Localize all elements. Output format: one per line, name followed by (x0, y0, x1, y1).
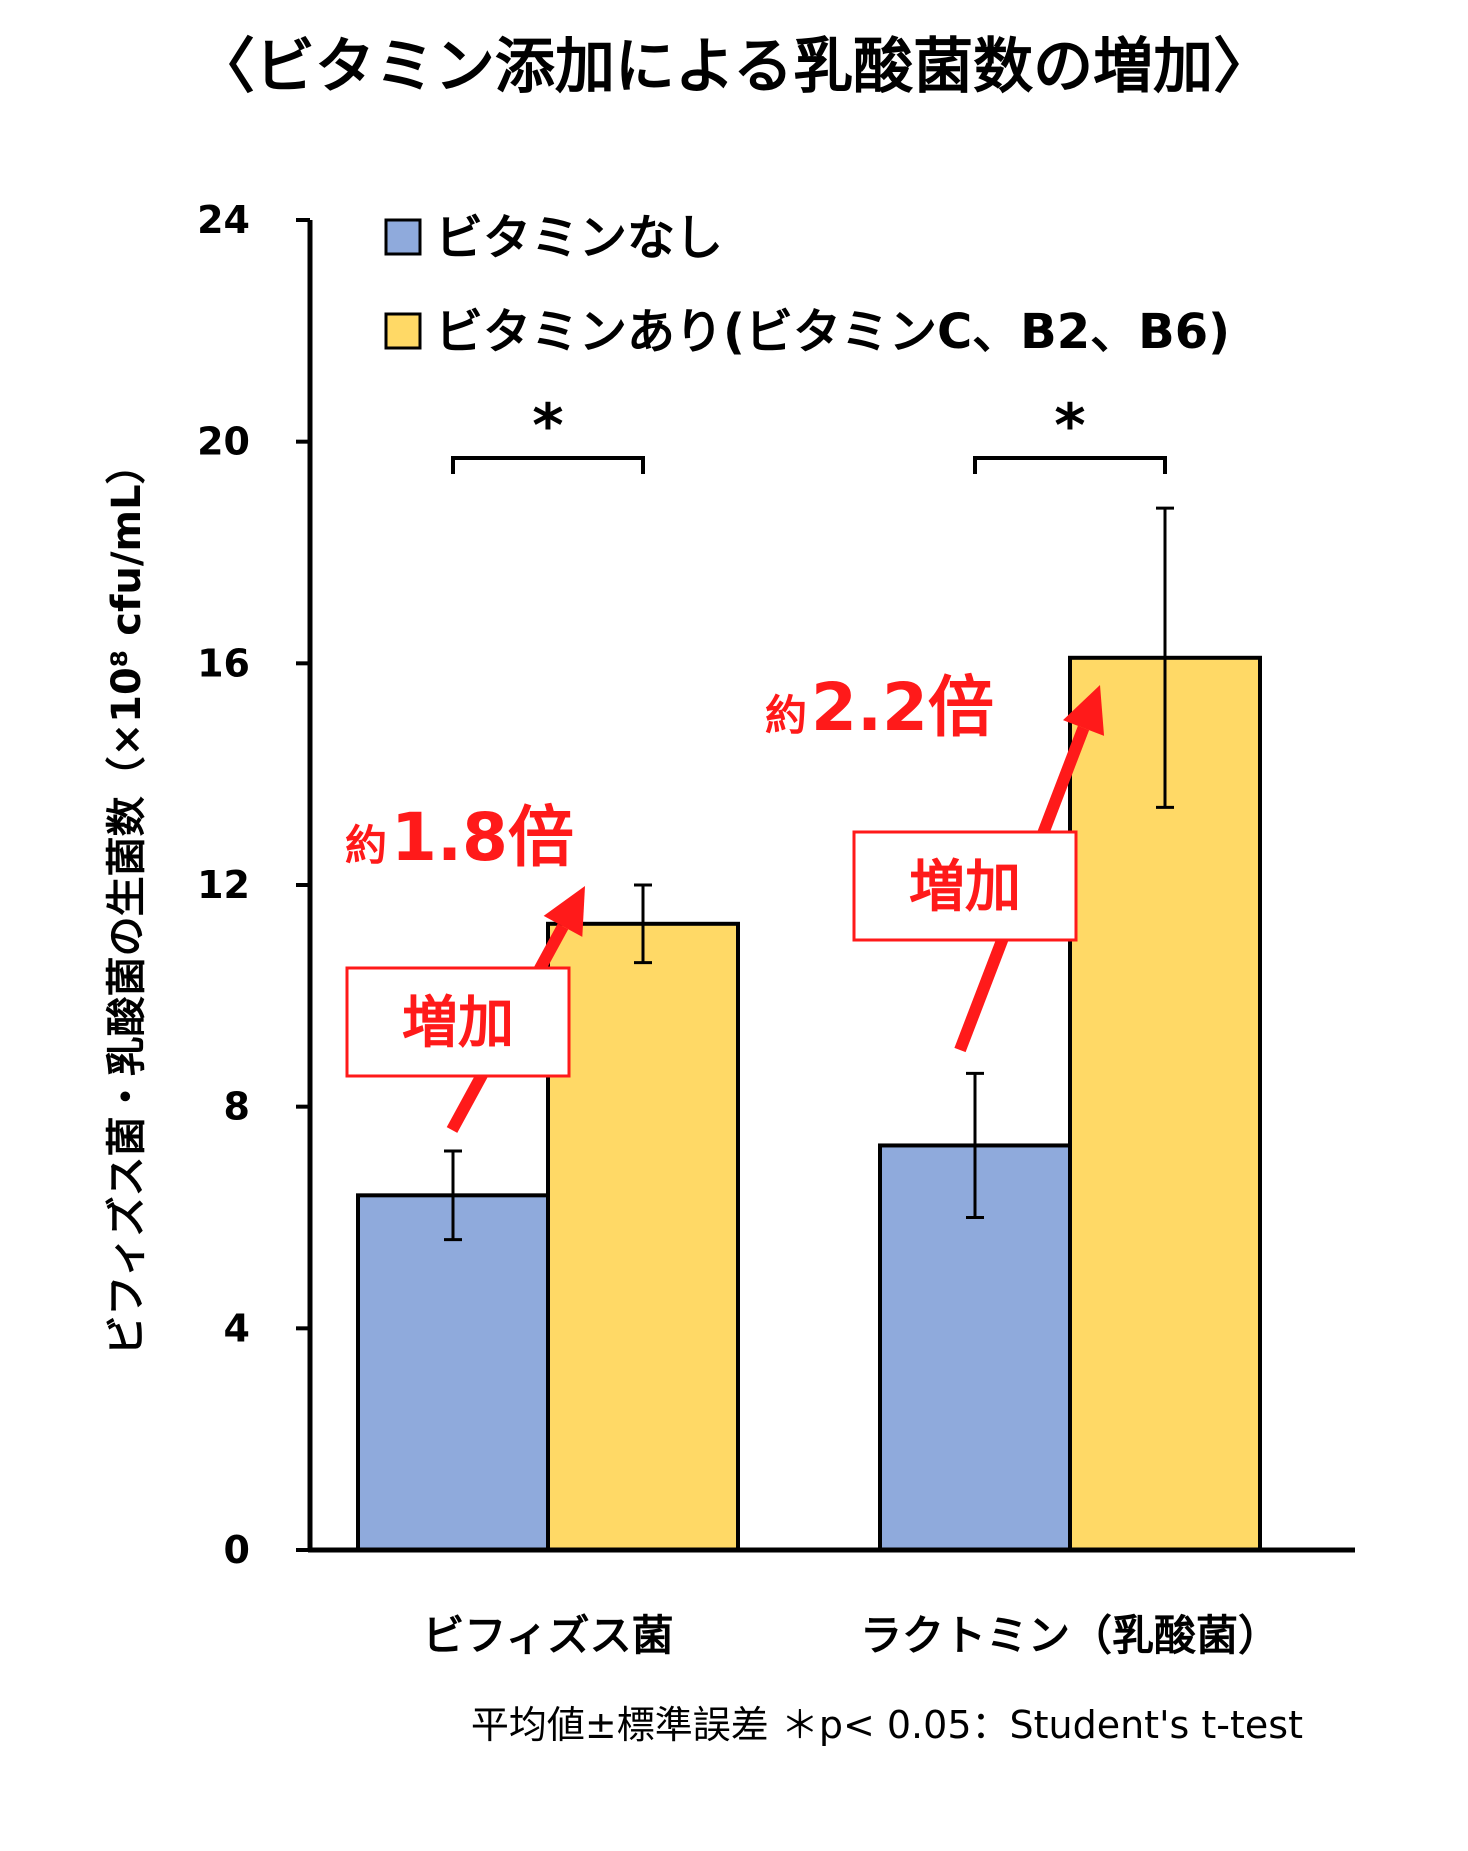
legend-label-1: ビタミンあり(ビタミンC、B2、B6) (435, 304, 1230, 360)
y-tick-label-4: 4 (224, 1306, 250, 1350)
legend-label-0: ビタミンなし (435, 210, 723, 266)
increase-arrow-head (543, 886, 585, 937)
y-tick-label-0: 0 (224, 1528, 250, 1572)
significance-mark-1: * (1054, 391, 1085, 461)
y-axis-label: ビフィズス菌・乳酸菌の生菌数（×10⁸ cfu/mL） (104, 444, 150, 1355)
increase-box (852, 830, 1078, 942)
axis-layer: 0 4 8 12 16 20 24 (197, 198, 1355, 1572)
y-tick-label-20: 20 (197, 420, 250, 464)
category-label-0: ビフィズス菌 (422, 1611, 673, 1660)
bracket-line (451, 456, 645, 474)
bar-0-0 (356, 1193, 550, 1553)
increase-arrow-head (1062, 685, 1105, 736)
legend-swatch-0 (384, 218, 422, 256)
footnote: 平均値±標準誤差 ＊p< 0.05：Student's t-test (471, 1703, 1303, 1747)
chart-title: 〈ビタミン添加による乳酸菌数の増加〉 (194, 32, 1274, 102)
error-bar-0-0 (444, 1149, 462, 1242)
significance-mark-0: * (532, 391, 563, 461)
significance-bracket-1: * (973, 391, 1167, 474)
legend-item-0: ビタミンなし (384, 210, 723, 266)
y-tick-label-16: 16 (197, 641, 250, 685)
increase-ratio-label: 約2.2倍 (765, 669, 994, 746)
increase-box (345, 966, 571, 1078)
bars-layer (356, 506, 1262, 1553)
y-tick-label-12: 12 (197, 863, 250, 907)
text-layer: ビフィズス菌 ラクトミン（乳酸菌） ビフィズス菌・乳酸菌の生菌数（×10⁸ cfu/… (104, 444, 1303, 1747)
error-bar-0-1 (966, 1071, 984, 1219)
y-tick-label-24: 24 (197, 198, 250, 242)
bracket-line (973, 456, 1167, 474)
increase-box-label: 増加 (402, 991, 514, 1056)
error-bar-1-0 (634, 883, 652, 965)
increase-annotation-0: 増加 約1.8倍 (345, 799, 585, 1133)
increase-box-label: 増加 (909, 855, 1021, 920)
bar-1-0 (546, 921, 740, 1552)
increase-annotation-1: 増加 約2.2倍 (765, 669, 1105, 1053)
error-bar-1-1 (1156, 506, 1174, 809)
legend-swatch-1 (384, 312, 422, 350)
legend-item-1: ビタミンあり(ビタミンC、B2、B6) (384, 304, 1230, 360)
significance-bracket-0: * (451, 391, 645, 474)
category-label-1: ラクトミン（乳酸菌） (860, 1611, 1280, 1660)
y-tick-label-8: 8 (224, 1085, 250, 1129)
increase-ratio-label: 約1.8倍 (345, 799, 574, 876)
